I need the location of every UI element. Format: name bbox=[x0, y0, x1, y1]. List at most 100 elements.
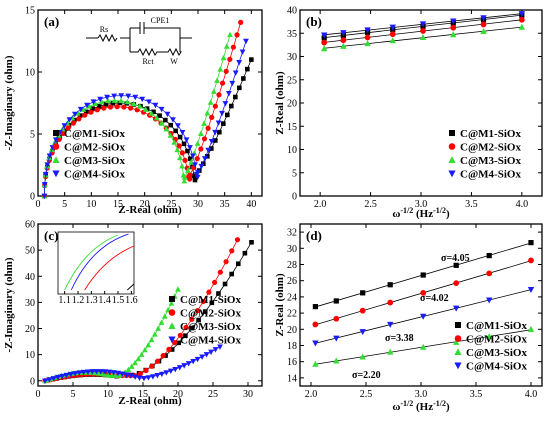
data-point bbox=[123, 372, 130, 378]
data-point bbox=[528, 240, 534, 246]
legend-marker bbox=[168, 309, 176, 316]
data-point bbox=[132, 374, 139, 380]
data-point bbox=[127, 105, 134, 111]
data-point bbox=[192, 177, 198, 183]
x-axis-label: Z-Real (ohm) bbox=[118, 395, 182, 407]
data-point bbox=[223, 259, 229, 265]
legend-entry: C@M3-SiOx bbox=[466, 347, 527, 359]
data-point bbox=[145, 341, 152, 348]
x-axis-label-part: ω bbox=[392, 208, 400, 220]
data-point bbox=[185, 148, 190, 154]
data-point bbox=[333, 315, 340, 322]
data-point bbox=[136, 375, 143, 381]
data-point bbox=[480, 27, 487, 34]
data-point bbox=[187, 145, 193, 151]
data-point bbox=[241, 76, 246, 81]
data-point bbox=[204, 110, 211, 116]
data-point bbox=[480, 21, 487, 28]
data-point bbox=[136, 103, 143, 109]
legend-marker bbox=[448, 156, 456, 163]
x-tick-label: 0 bbox=[36, 389, 41, 400]
data-point bbox=[130, 100, 137, 107]
x-tick-label: 3.5 bbox=[470, 389, 483, 400]
data-point bbox=[242, 250, 248, 256]
circuit-label-w: W bbox=[170, 57, 178, 66]
y-tick-label: 5 bbox=[292, 168, 297, 179]
panel-label: (b) bbox=[306, 14, 322, 29]
data-point bbox=[528, 257, 534, 264]
y-tick-label: 0 bbox=[292, 192, 297, 203]
rct-warburg-branch bbox=[130, 47, 182, 57]
sigma-annotation: σ=4.02 bbox=[420, 293, 449, 304]
legend-entry: C@M3-SiOx bbox=[180, 321, 241, 333]
x-axis-label-part: -1/2 bbox=[400, 399, 413, 408]
data-point bbox=[245, 66, 250, 72]
legend-marker bbox=[448, 143, 456, 150]
x-tick-label: 2.0 bbox=[305, 389, 318, 400]
legend-entry: C@M2-SiOx bbox=[460, 142, 521, 154]
y-tick-label: 32 bbox=[287, 228, 297, 239]
x-tick-label: 30 bbox=[243, 389, 253, 400]
y-tick-label: 10 bbox=[25, 350, 35, 361]
data-point bbox=[142, 106, 149, 112]
data-point bbox=[89, 369, 96, 375]
data-point bbox=[222, 101, 229, 107]
data-point bbox=[148, 336, 155, 343]
data-point bbox=[359, 353, 366, 360]
data-point bbox=[312, 304, 318, 310]
data-point bbox=[321, 45, 328, 52]
data-point bbox=[389, 24, 396, 31]
data-point bbox=[249, 57, 254, 62]
inset-x-tick-label: 1.1 bbox=[58, 295, 71, 306]
data-point bbox=[172, 366, 179, 373]
x-tick-label: 10 bbox=[103, 389, 113, 400]
data-point bbox=[209, 114, 215, 120]
data-point bbox=[41, 181, 48, 188]
data-point bbox=[177, 134, 183, 140]
legend-marker bbox=[455, 322, 461, 328]
y-tick-label: 18 bbox=[287, 341, 297, 352]
data-point bbox=[187, 172, 193, 178]
data-point bbox=[194, 308, 201, 314]
data-point bbox=[169, 347, 175, 352]
data-point bbox=[215, 120, 222, 126]
panel-b: 2.0 2.5 3.0 3.5 4.0 0 5 10 15 20 25 30 35 40 (b) ω-1/2 … bbox=[274, 6, 543, 220]
data-point bbox=[177, 154, 183, 161]
data-point bbox=[229, 103, 234, 109]
data-point bbox=[88, 109, 94, 115]
data-point bbox=[187, 156, 193, 162]
data-point bbox=[223, 43, 230, 49]
legend-entry: C@M2-SiOx bbox=[466, 334, 527, 346]
data-point bbox=[102, 369, 109, 375]
data-point bbox=[486, 270, 493, 277]
inset-x-tick-label: 1.4 bbox=[98, 295, 111, 306]
data-point bbox=[219, 110, 225, 117]
legend-marker bbox=[454, 335, 462, 342]
data-point bbox=[176, 365, 183, 371]
y-tick-label: 35 bbox=[287, 29, 297, 40]
panel-label: (d) bbox=[306, 228, 322, 243]
data-point bbox=[221, 121, 226, 126]
legend-marker bbox=[168, 336, 176, 344]
data-point bbox=[143, 367, 149, 374]
cpe1-element bbox=[130, 22, 181, 52]
legend-entry: C@M4-SiOx bbox=[466, 361, 527, 373]
data-point bbox=[225, 112, 230, 118]
data-point bbox=[450, 18, 457, 25]
data-point bbox=[111, 97, 118, 103]
data-point bbox=[210, 88, 217, 94]
data-point bbox=[128, 363, 135, 369]
plot-frame bbox=[37, 9, 263, 197]
data-point bbox=[157, 113, 162, 118]
y-tick-label: 30 bbox=[25, 298, 35, 309]
data-point bbox=[197, 130, 204, 137]
data-point bbox=[63, 372, 70, 379]
resistor-rs bbox=[97, 33, 118, 43]
x-tick-label: 0 bbox=[36, 199, 41, 210]
data-point bbox=[163, 370, 170, 376]
data-point bbox=[207, 99, 214, 105]
circuit-label-rct: Rct bbox=[142, 57, 154, 66]
x-tick-label: 3.5 bbox=[465, 199, 478, 210]
data-point bbox=[124, 98, 131, 105]
data-point bbox=[196, 317, 201, 323]
